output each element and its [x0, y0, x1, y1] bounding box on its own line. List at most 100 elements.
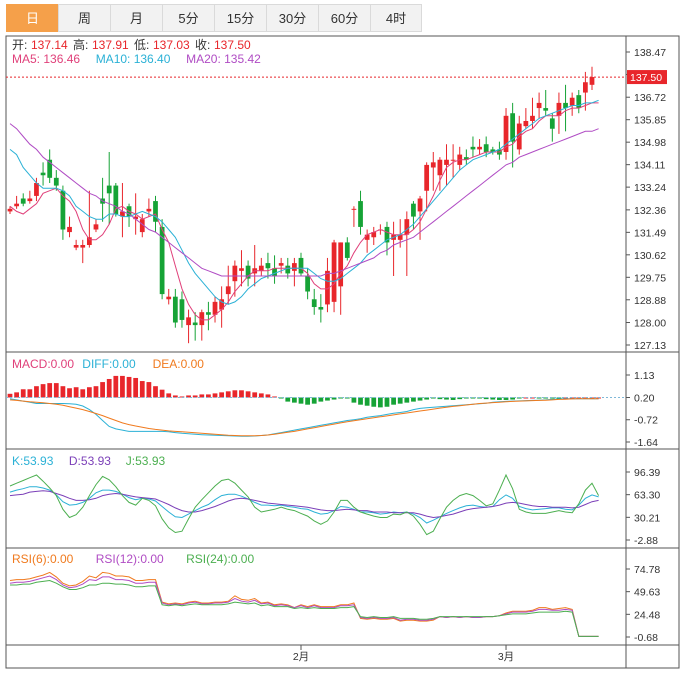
macd-bar	[377, 397, 383, 408]
macd-bar	[258, 393, 264, 398]
rsi-tick-label: -0.68	[634, 632, 658, 644]
rsi_legend-item: RSI(24):0.00	[186, 552, 254, 566]
candle-body	[417, 198, 423, 212]
macd-bar	[510, 397, 516, 400]
candle-body	[583, 82, 588, 93]
macd-bar	[318, 397, 324, 402]
candle-body	[159, 226, 165, 295]
candle-body	[549, 118, 555, 129]
macd-bar	[67, 388, 72, 398]
candle-body	[27, 198, 33, 202]
candle-body	[53, 177, 59, 186]
tab-2[interactable]: 月	[110, 4, 162, 32]
macd-bar	[265, 394, 271, 398]
candle-body	[166, 296, 172, 300]
macd-bar	[523, 397, 529, 399]
macd_legend-item: DIFF:0.00	[82, 357, 136, 371]
candle-body	[569, 97, 575, 106]
macd-bar	[351, 397, 357, 403]
macd_legend-item: DEA:0.00	[153, 357, 205, 371]
macd-bar	[543, 397, 549, 399]
macd-bar	[358, 397, 363, 405]
rsi-tick-label: 24.48	[634, 609, 660, 621]
macd-bar	[20, 389, 26, 398]
candle-body	[73, 245, 79, 248]
macd-bar	[252, 392, 258, 398]
candle-body	[576, 95, 582, 109]
macd-bar	[569, 397, 575, 399]
tab-5[interactable]: 30分	[266, 4, 318, 32]
macd-bar	[497, 397, 502, 400]
kdj_legend-item: D:53.93	[69, 454, 111, 468]
macd-bar	[583, 397, 588, 399]
ma5-line	[9, 102, 599, 321]
macd-bar	[179, 396, 185, 398]
tab-0[interactable]: 日	[6, 4, 58, 32]
macd-bar	[232, 390, 238, 398]
kdj-line-2	[9, 473, 600, 536]
price-tick-label: 127.13	[634, 340, 666, 352]
macd-bar	[225, 391, 231, 398]
candle-body	[358, 201, 363, 227]
candle-body	[371, 232, 377, 238]
candle-body	[344, 242, 350, 258]
macd-line-1	[9, 398, 599, 437]
macd-bar	[212, 393, 218, 398]
kdj-tick-label: 96.39	[634, 467, 660, 479]
rsi-tick-label: 74.78	[634, 564, 660, 576]
chart-legends: 开: 137.14 高: 137.91 低: 137.03 收: 137.50 MA5: 136…	[12, 37, 261, 566]
x-tick-label: 2月	[293, 651, 309, 663]
macd-bar	[40, 384, 46, 398]
macd-bar	[411, 397, 416, 402]
candle-body	[7, 208, 13, 212]
ohlc-label: 收:	[195, 38, 210, 52]
candle-body	[80, 245, 86, 248]
candle-body	[543, 108, 549, 111]
macd-bar	[199, 394, 205, 398]
price-tick-label: 129.75	[634, 272, 666, 284]
macd-bar	[397, 397, 403, 404]
candle-body	[219, 299, 225, 310]
candle-body	[503, 115, 509, 152]
rsi-line-2	[10, 579, 599, 637]
price-tick-label: 138.47	[634, 47, 666, 59]
macd-bar	[285, 397, 291, 402]
candle-body	[318, 307, 324, 310]
candle-body	[113, 185, 119, 215]
macd-line-2	[9, 398, 599, 437]
tab-6[interactable]: 60分	[318, 4, 370, 32]
macd-bar	[206, 394, 211, 398]
macd-bar	[298, 397, 304, 404]
kdj-line-1	[9, 490, 599, 519]
candle-body	[444, 159, 449, 165]
candle-body	[239, 268, 244, 271]
macd-bar	[80, 389, 86, 398]
candle-body	[93, 224, 99, 230]
tab-3[interactable]: 5分	[162, 4, 214, 32]
candle-body	[153, 201, 158, 222]
macd-bar	[53, 383, 59, 398]
candle-body	[272, 268, 277, 277]
macd-bar	[139, 381, 145, 398]
ohlc-value: 137.03	[153, 38, 190, 52]
chart-frame	[5, 35, 680, 669]
ohlc-label: 开:	[12, 38, 27, 52]
candle-body	[179, 299, 185, 320]
candle-body	[463, 157, 469, 160]
ohlc-label: 低:	[134, 38, 149, 52]
candle-body	[536, 102, 542, 109]
macd-bar	[331, 397, 337, 400]
candle-body	[40, 172, 46, 176]
period-tabs: 日周月 5分 15分 30分 60分 4时	[6, 4, 422, 32]
macd-tick-label: -1.64	[634, 437, 658, 449]
kdj_legend-item: K:53.93	[12, 454, 54, 468]
macd-bar	[192, 395, 198, 398]
tab-1[interactable]: 周	[58, 4, 110, 32]
macd-bar	[73, 387, 79, 398]
candle-body	[437, 159, 443, 176]
rsi-line-0	[9, 571, 599, 637]
tab-4[interactable]: 15分	[214, 4, 266, 32]
tab-7[interactable]: 4时	[370, 4, 422, 32]
macd-bar	[186, 395, 191, 398]
